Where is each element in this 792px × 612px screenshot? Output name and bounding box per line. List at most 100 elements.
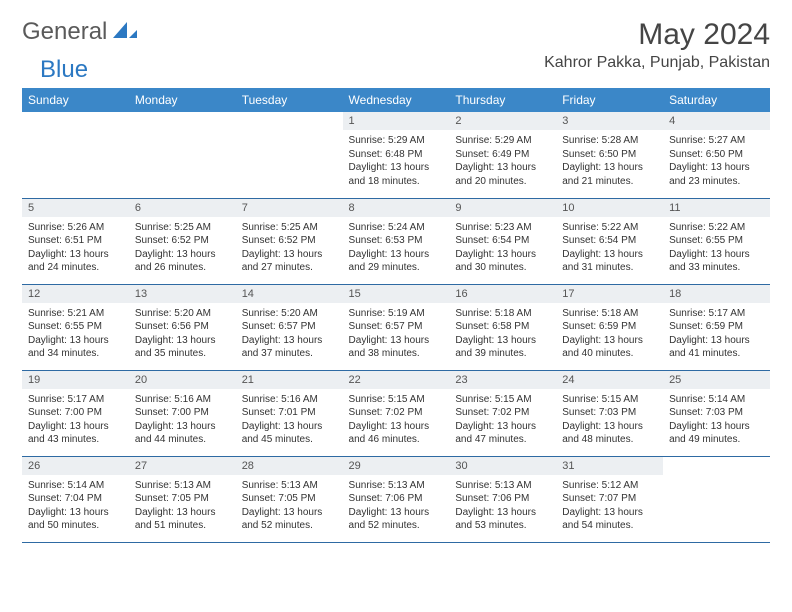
daylight-line-2: and 37 minutes. [242,347,337,361]
daylight-line-1: Daylight: 13 hours [669,334,764,348]
day-header: Sunday [22,88,129,112]
sunrise-line: Sunrise: 5:27 AM [669,134,764,148]
daylight-line-1: Daylight: 13 hours [562,248,657,262]
daylight-line-2: and 20 minutes. [455,175,550,189]
sunrise-line: Sunrise: 5:29 AM [455,134,550,148]
daylight-line-1: Daylight: 13 hours [669,161,764,175]
calendar-row: 12Sunrise: 5:21 AMSunset: 6:55 PMDayligh… [22,284,770,370]
daylight-line-1: Daylight: 13 hours [349,334,444,348]
daylight-line-2: and 18 minutes. [349,175,444,189]
sunrise-line: Sunrise: 5:25 AM [242,221,337,235]
day-number: 10 [556,199,663,217]
month-title: May 2024 [544,18,770,52]
sunset-line: Sunset: 7:01 PM [242,406,337,420]
day-body: Sunrise: 5:27 AMSunset: 6:50 PMDaylight:… [663,130,770,192]
day-body: Sunrise: 5:18 AMSunset: 6:59 PMDaylight:… [556,303,663,365]
calendar-cell: 13Sunrise: 5:20 AMSunset: 6:56 PMDayligh… [129,284,236,370]
sunset-line: Sunset: 6:50 PM [669,148,764,162]
sunrise-line: Sunrise: 5:14 AM [669,393,764,407]
sunrise-line: Sunrise: 5:13 AM [135,479,230,493]
sunrise-line: Sunrise: 5:23 AM [455,221,550,235]
daylight-line-2: and 46 minutes. [349,433,444,447]
daylight-line-1: Daylight: 13 hours [455,334,550,348]
calendar-cell: 7 Sunrise: 5:25 AMSunset: 6:52 PMDaylight… [236,198,343,284]
day-header: Monday [129,88,236,112]
sunrise-line: Sunrise: 5:22 AM [562,221,657,235]
calendar-row: 1Sunrise: 5:29 AMSunset: 6:48 PMDaylight… [22,112,770,198]
calendar-cell: 15Sunrise: 5:19 AMSunset: 6:57 PMDayligh… [343,284,450,370]
day-number: 3 [556,112,663,130]
daylight-line-2: and 45 minutes. [242,433,337,447]
day-body: Sunrise: 5:24 AMSunset: 6:53 PMDaylight:… [343,217,450,279]
calendar-cell: 4Sunrise: 5:27 AMSunset: 6:50 PMDaylight… [663,112,770,198]
day-number: 24 [556,371,663,389]
daylight-line-2: and 52 minutes. [349,519,444,533]
daylight-line-2: and 24 minutes. [28,261,123,275]
day-number: 26 [22,457,129,475]
daylight-line-1: Daylight: 13 hours [242,334,337,348]
sunset-line: Sunset: 6:55 PM [28,320,123,334]
day-body: Sunrise: 5:12 AMSunset: 7:07 PMDaylight:… [556,475,663,537]
daylight-line-2: and 43 minutes. [28,433,123,447]
day-header: Saturday [663,88,770,112]
day-body: Sunrise: 5:29 AMSunset: 6:49 PMDaylight:… [449,130,556,192]
day-header: Friday [556,88,663,112]
sunset-line: Sunset: 6:54 PM [562,234,657,248]
day-body: Sunrise: 5:25 AMSunset: 6:52 PMDaylight:… [129,217,236,279]
calendar-cell: 11Sunrise: 5:22 AMSunset: 6:55 PMDayligh… [663,198,770,284]
sunset-line: Sunset: 6:52 PM [242,234,337,248]
sunset-line: Sunset: 7:06 PM [455,492,550,506]
sunset-line: Sunset: 6:48 PM [349,148,444,162]
day-number: 14 [236,285,343,303]
sunrise-line: Sunrise: 5:24 AM [349,221,444,235]
daylight-line-1: Daylight: 13 hours [349,248,444,262]
daylight-line-1: Daylight: 13 hours [349,420,444,434]
sunset-line: Sunset: 6:52 PM [135,234,230,248]
calendar-cell: 5Sunrise: 5:26 AMSunset: 6:51 PMDaylight… [22,198,129,284]
day-header: Thursday [449,88,556,112]
day-number: 4 [663,112,770,130]
sunrise-line: Sunrise: 5:18 AM [455,307,550,321]
sunrise-line: Sunrise: 5:19 AM [349,307,444,321]
title-block: May 2024 Kahror Pakka, Punjab, Pakistan [544,18,770,72]
daylight-line-2: and 38 minutes. [349,347,444,361]
sunrise-line: Sunrise: 5:15 AM [349,393,444,407]
daylight-line-1: Daylight: 13 hours [455,506,550,520]
day-header: Wednesday [343,88,450,112]
day-header: Tuesday [236,88,343,112]
location-label: Kahror Pakka, Punjab, Pakistan [544,54,770,72]
sunset-line: Sunset: 6:57 PM [349,320,444,334]
sunrise-line: Sunrise: 5:26 AM [28,221,123,235]
calendar-cell: 24Sunrise: 5:15 AMSunset: 7:03 PMDayligh… [556,370,663,456]
calendar-cell: 25Sunrise: 5:14 AMSunset: 7:03 PMDayligh… [663,370,770,456]
sunset-line: Sunset: 7:06 PM [349,492,444,506]
calendar-cell: 14Sunrise: 5:20 AMSunset: 6:57 PMDayligh… [236,284,343,370]
sunrise-line: Sunrise: 5:17 AM [669,307,764,321]
calendar-cell: 2Sunrise: 5:29 AMSunset: 6:49 PMDaylight… [449,112,556,198]
sunset-line: Sunset: 7:07 PM [562,492,657,506]
daylight-line-1: Daylight: 13 hours [135,248,230,262]
calendar-cell: 26Sunrise: 5:14 AMSunset: 7:04 PMDayligh… [22,456,129,542]
daylight-line-2: and 53 minutes. [455,519,550,533]
day-number: 7 [236,199,343,217]
calendar-cell [22,112,129,198]
daylight-line-2: and 47 minutes. [455,433,550,447]
daylight-line-1: Daylight: 13 hours [669,420,764,434]
sunrise-line: Sunrise: 5:14 AM [28,479,123,493]
daylight-line-1: Daylight: 13 hours [242,248,337,262]
sunrise-line: Sunrise: 5:12 AM [562,479,657,493]
daylight-line-1: Daylight: 13 hours [669,248,764,262]
day-body: Sunrise: 5:17 AMSunset: 7:00 PMDaylight:… [22,389,129,451]
day-body: Sunrise: 5:15 AMSunset: 7:02 PMDaylight:… [343,389,450,451]
sunrise-line: Sunrise: 5:20 AM [242,307,337,321]
logo-sail-icon [113,20,139,45]
calendar-cell: 20Sunrise: 5:16 AMSunset: 7:00 PMDayligh… [129,370,236,456]
logo-text-blue: Blue [40,56,88,84]
sunset-line: Sunset: 6:59 PM [669,320,764,334]
day-body: Sunrise: 5:22 AMSunset: 6:54 PMDaylight:… [556,217,663,279]
day-number: 16 [449,285,556,303]
day-body: Sunrise: 5:15 AMSunset: 7:02 PMDaylight:… [449,389,556,451]
day-number: 2 [449,112,556,130]
sunset-line: Sunset: 6:51 PM [28,234,123,248]
daylight-line-1: Daylight: 13 hours [135,334,230,348]
